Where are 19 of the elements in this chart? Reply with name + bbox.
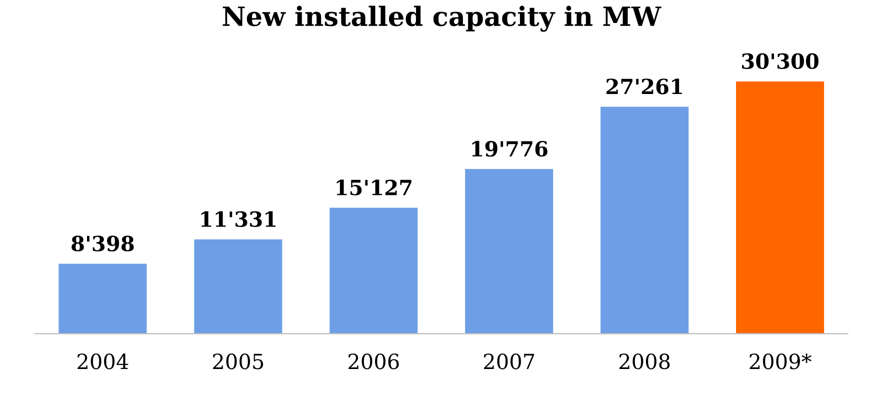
x-tick-label: 2008: [619, 354, 670, 370]
x-tick-label: 2006: [348, 354, 399, 370]
bar: [600, 106, 689, 334]
x-tick-label: 2009*: [750, 354, 812, 370]
x-tick-label: 2004: [78, 354, 128, 370]
data-label: 19'776: [472, 140, 548, 157]
data-label: 11'331: [201, 211, 276, 228]
bar: [736, 81, 824, 334]
chart-title: New installed capacity in MW: [222, 6, 662, 32]
data-label: 30'300: [742, 53, 818, 70]
data-label: 15'127: [336, 180, 412, 196]
bar: [330, 208, 418, 334]
x-tick-label: 2007: [484, 354, 534, 370]
data-label: 27'261: [606, 78, 682, 94]
bar: [194, 239, 282, 334]
data-label: 8'398: [72, 236, 134, 252]
bar: [465, 169, 554, 334]
bar: [58, 264, 147, 334]
x-tick-label: 2005: [213, 354, 264, 370]
